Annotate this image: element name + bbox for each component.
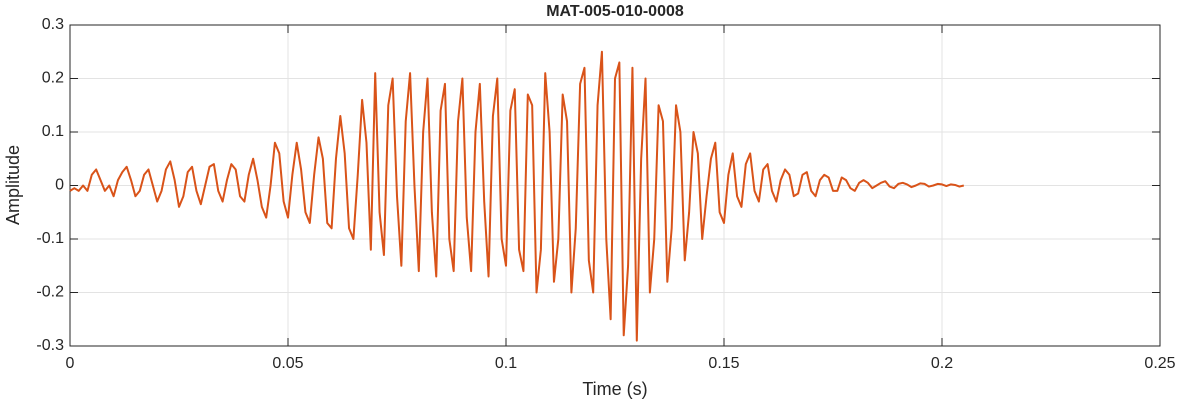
chart-title: MAT-005-010-0008 — [546, 3, 684, 20]
x-tick-label: 0.2 — [931, 355, 953, 372]
y-tick-label: -0.3 — [36, 337, 64, 354]
x-tick-label: 0 — [66, 355, 75, 372]
y-tick-label: 0.3 — [42, 16, 64, 33]
y-tick-label: 0.2 — [42, 70, 64, 87]
x-axis-label: Time (s) — [582, 379, 647, 399]
y-tick-label: 0 — [55, 177, 64, 194]
x-tick-label: 0.25 — [1144, 355, 1175, 372]
y-tick-label: 0.1 — [42, 123, 64, 140]
y-tick-label: -0.1 — [36, 230, 64, 247]
x-tick-label: 0.05 — [272, 355, 303, 372]
x-tick-label: 0.15 — [708, 355, 739, 372]
y-axis-label: Amplitude — [3, 145, 23, 225]
axes-box — [69, 24, 1161, 347]
x-tick-label: 0.1 — [495, 355, 517, 372]
y-tick-label: -0.2 — [36, 284, 64, 301]
waveform-line — [69, 50, 965, 342]
